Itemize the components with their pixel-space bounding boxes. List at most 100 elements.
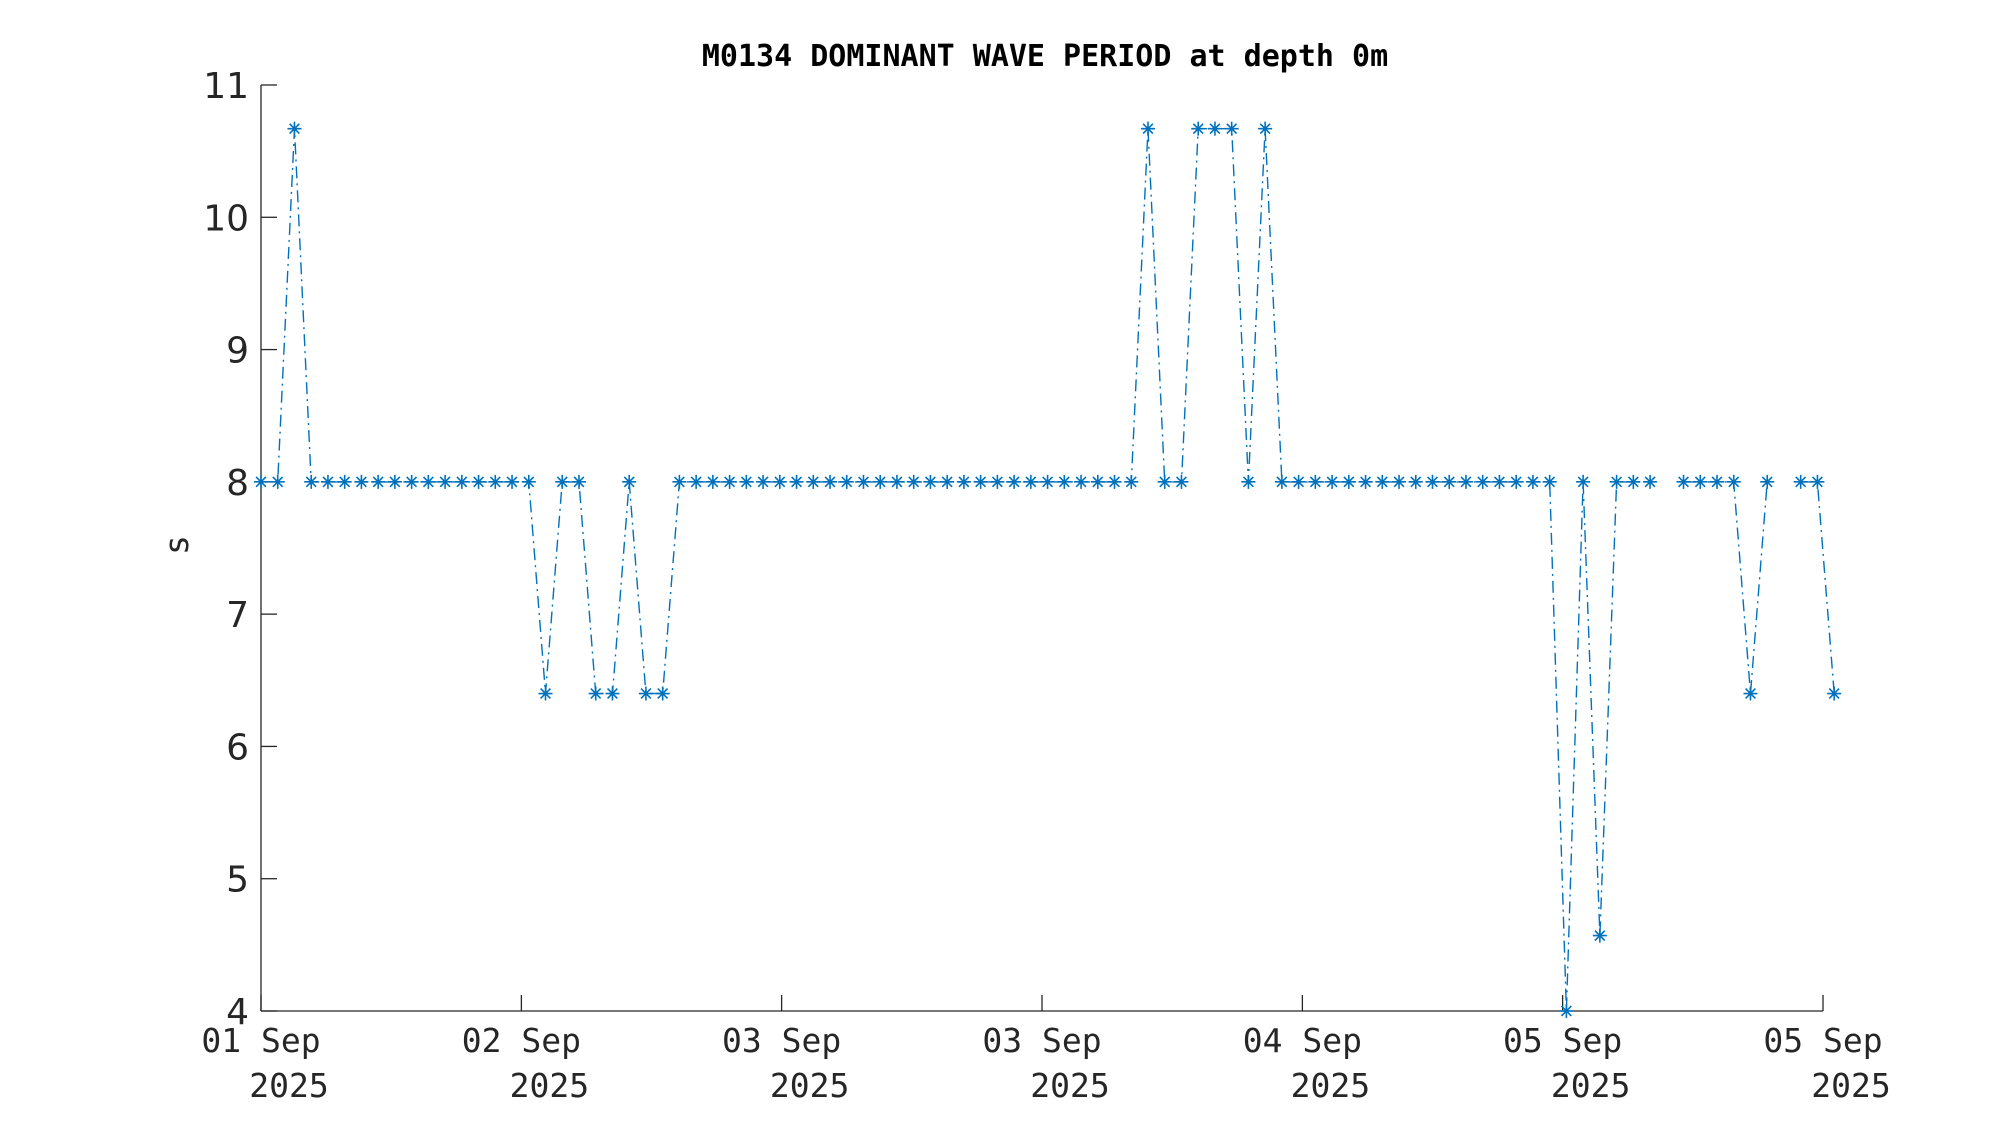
- data-point-marker: [320, 474, 335, 489]
- data-point-marker: [1174, 474, 1189, 489]
- data-point-marker: [722, 474, 737, 489]
- data-point-marker: [1793, 474, 1808, 489]
- data-point-marker: [1375, 474, 1390, 489]
- data-point-marker: [337, 474, 352, 489]
- data-point-marker: [1442, 474, 1457, 489]
- data-point-marker: [1458, 474, 1473, 489]
- data-point-marker: [622, 474, 637, 489]
- data-point-marker: [1107, 474, 1122, 489]
- data-point-marker: [655, 686, 670, 701]
- data-point-marker: [1308, 474, 1323, 489]
- data-point-marker: [1207, 121, 1222, 136]
- data-point-marker: [789, 474, 804, 489]
- x-tick-label-date: 03 Sep: [982, 1021, 1101, 1060]
- data-point-marker: [1509, 474, 1524, 489]
- data-point-marker: [1157, 474, 1172, 489]
- data-point-marker: [1007, 474, 1022, 489]
- data-point-marker: [1425, 474, 1440, 489]
- x-tick-label-year: 2025: [1811, 1066, 1890, 1105]
- data-point-marker: [571, 474, 586, 489]
- y-tick-label: 9: [226, 331, 249, 372]
- data-point-marker: [605, 686, 620, 701]
- data-point-marker: [873, 474, 888, 489]
- data-point-marker: [806, 474, 821, 489]
- x-tick-label-year: 2025: [1030, 1066, 1109, 1105]
- data-point-marker: [906, 474, 921, 489]
- data-point-marker: [1040, 474, 1055, 489]
- data-point-marker: [1074, 474, 1089, 489]
- data-point-marker: [823, 474, 838, 489]
- data-point-marker: [1710, 474, 1725, 489]
- data-point-marker: [1023, 474, 1038, 489]
- data-point-marker: [471, 474, 486, 489]
- data-point-marker: [1241, 474, 1256, 489]
- data-point-marker: [1676, 474, 1691, 489]
- data-point-marker: [304, 474, 319, 489]
- data-point-marker: [1392, 474, 1407, 489]
- data-point-marker: [1592, 928, 1607, 943]
- data-point-marker: [1827, 686, 1842, 701]
- data-point-marker: [638, 686, 653, 701]
- data-point-marker: [387, 474, 402, 489]
- data-point-marker: [1124, 474, 1139, 489]
- data-point-marker: [354, 474, 369, 489]
- axes: [260, 85, 1823, 1012]
- data-point-marker: [973, 474, 988, 489]
- data-point-marker: [1643, 474, 1658, 489]
- data-point-marker: [1743, 686, 1758, 701]
- data-point-marker: [1726, 474, 1741, 489]
- y-tick-label: 6: [226, 727, 249, 768]
- data-point-marker: [1057, 474, 1072, 489]
- data-point-marker: [254, 474, 268, 489]
- data-point-marker: [940, 474, 955, 489]
- data-point-marker: [923, 474, 938, 489]
- x-tick-label-date: 05 Sep: [1763, 1021, 1882, 1060]
- data-point-marker: [1258, 121, 1273, 136]
- x-tick-label-year: 2025: [510, 1066, 589, 1105]
- data-point-marker: [705, 474, 720, 489]
- series-line-segment: [1683, 481, 1768, 694]
- data-point-marker: [1140, 121, 1155, 136]
- data-point-marker: [505, 474, 520, 489]
- data-point-marker: [956, 474, 971, 489]
- data-point-marker: [1609, 474, 1624, 489]
- data-point-marker: [1358, 474, 1373, 489]
- data-point-marker: [421, 474, 436, 489]
- series-line-segment: [261, 127, 1651, 1012]
- data-point-marker: [839, 474, 854, 489]
- data-point-marker: [1626, 474, 1641, 489]
- data-point-marker: [1760, 474, 1775, 489]
- x-axis-ticks: 01 Sep 2025 02 Sep 2025 03 Sep 2025 03 Sep 2025…: [201, 995, 1891, 1105]
- data-point-marker: [990, 474, 1005, 489]
- y-tick-label: 11: [203, 66, 249, 107]
- data-point-marker: [555, 474, 570, 489]
- data-point-marker: [1576, 474, 1591, 489]
- data-point-marker: [1090, 474, 1105, 489]
- data-point-marker: [454, 474, 469, 489]
- data-point-marker: [1325, 474, 1340, 489]
- data-point-marker: [1274, 474, 1289, 489]
- data-point-marker: [1408, 474, 1423, 489]
- data-point-marker: [739, 474, 754, 489]
- chart-title: M0134 DOMINANT WAVE PERIOD at depth 0m: [702, 39, 1388, 74]
- data-point-marker: [1542, 474, 1557, 489]
- x-tick-label-year: 2025: [249, 1066, 328, 1105]
- data-point-marker: [1291, 474, 1306, 489]
- x-tick-label-year: 2025: [770, 1066, 849, 1105]
- y-tick-label: 5: [226, 860, 249, 901]
- data-point-marker: [672, 474, 687, 489]
- data-point-marker: [270, 474, 285, 489]
- data-point-marker: [856, 474, 871, 489]
- data-point-marker: [1341, 474, 1356, 489]
- series-lines: [261, 127, 1835, 1012]
- data-point-marker: [689, 474, 704, 489]
- x-tick-label-date: 02 Sep: [462, 1021, 581, 1060]
- data-point-marker: [521, 474, 536, 489]
- data-point-marker: [1693, 474, 1708, 489]
- y-tick-label: 10: [203, 198, 249, 239]
- y-tick-label: 4: [226, 992, 249, 1033]
- data-point-marker: [772, 474, 787, 489]
- x-tick-label-date: 03 Sep: [722, 1021, 841, 1060]
- y-axis-ticks: 4 5 6 7 8 9 10 11: [203, 66, 277, 1033]
